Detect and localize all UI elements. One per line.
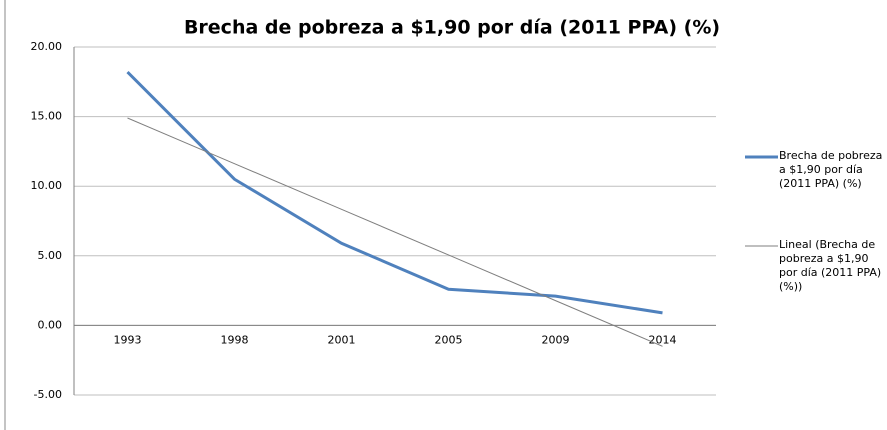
trend-line: [127, 117, 663, 347]
x-tick-label: 2005: [435, 333, 463, 346]
y-tick-label: -5.00: [34, 388, 62, 401]
legend-label: Lineal (Brecha de pobreza a $1,90 por dí…: [779, 238, 882, 293]
y-tick-label: 5.00: [38, 249, 63, 262]
x-tick-label: 1998: [221, 333, 249, 346]
data-line: [126, 70, 663, 315]
chart-title: Brecha de pobreza a $1,90 por día (2011 …: [184, 17, 720, 39]
y-tick-label: 15.00: [31, 110, 63, 123]
x-tick-label: 1993: [114, 333, 142, 346]
y-tick-label: 0.00: [38, 318, 63, 331]
x-tick-label: 2009: [542, 333, 570, 346]
x-tick-label: 2014: [649, 333, 677, 346]
legend-label: Brecha de pobreza a $1,90 por día (2011 …: [779, 149, 883, 190]
y-tick-label: 20.00: [31, 40, 63, 53]
x-tick-label: 2001: [328, 333, 356, 346]
y-tick-label: 10.00: [31, 179, 63, 192]
legend-item: Lineal (Brecha de pobreza a $1,90 por dí…: [779, 238, 882, 293]
legend-item: Brecha de pobreza a $1,90 por día (2011 …: [779, 149, 883, 190]
